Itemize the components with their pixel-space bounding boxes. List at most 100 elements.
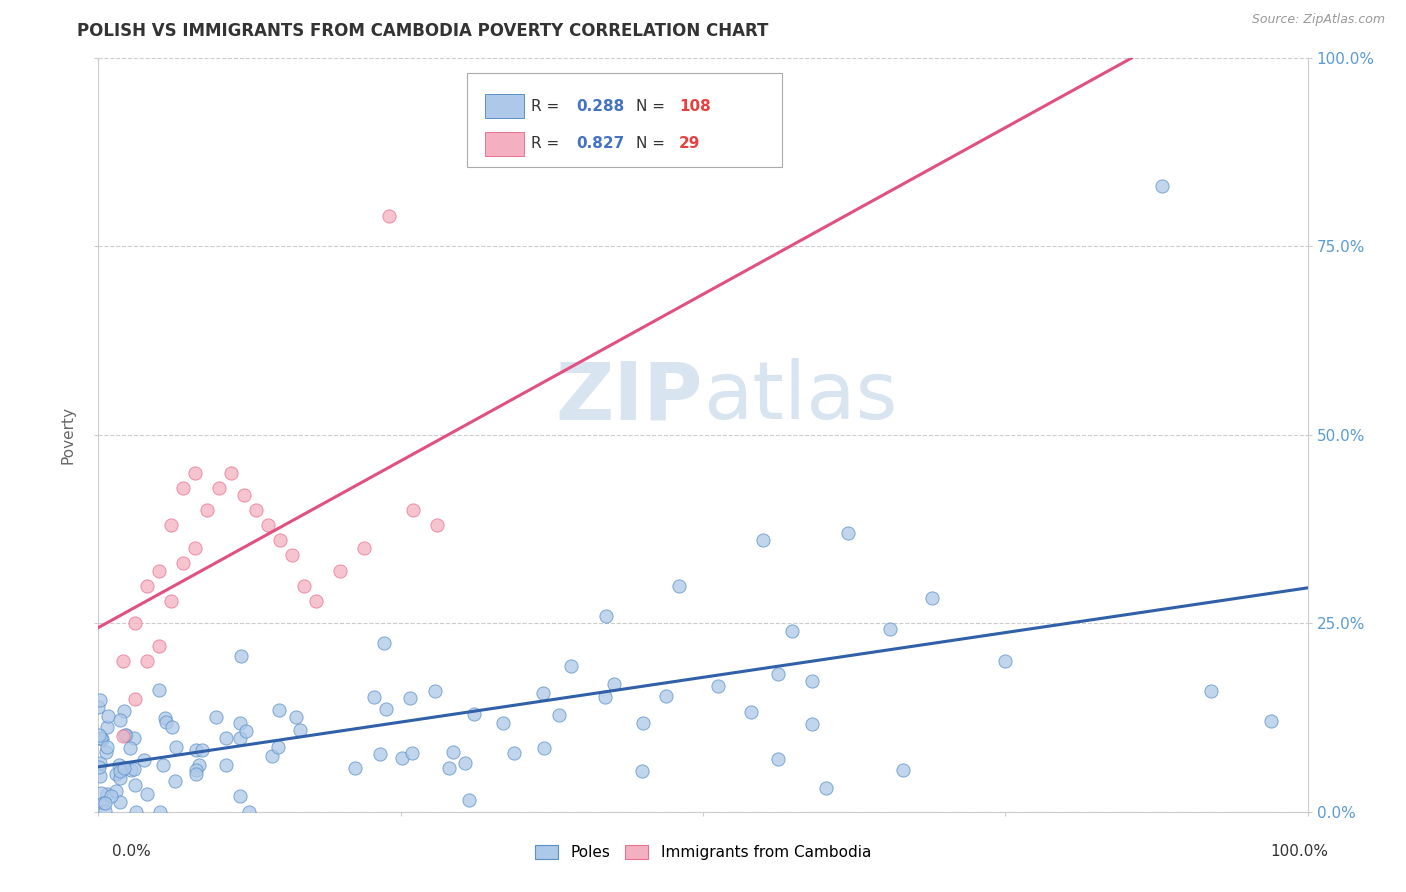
Point xyxy=(152,758,174,772)
Text: 0.0%: 0.0% xyxy=(112,845,152,859)
Point xyxy=(165,739,187,754)
Point xyxy=(195,503,218,517)
Text: R =: R = xyxy=(531,99,564,113)
Point xyxy=(112,704,135,718)
Text: POLISH VS IMMIGRANTS FROM CAMBODIA POVERTY CORRELATION CHART: POLISH VS IMMIGRANTS FROM CAMBODIA POVER… xyxy=(77,22,769,40)
Point xyxy=(125,805,148,819)
Point xyxy=(707,679,730,693)
Point xyxy=(531,686,554,700)
Point xyxy=(87,728,110,742)
Point xyxy=(375,702,398,716)
Point xyxy=(115,728,138,742)
Point xyxy=(668,578,690,592)
Text: 0.827: 0.827 xyxy=(576,136,624,152)
Point xyxy=(329,564,352,578)
Point xyxy=(96,720,118,734)
Point xyxy=(441,745,464,759)
Point xyxy=(122,762,145,776)
Point xyxy=(191,743,214,757)
Point xyxy=(108,771,131,785)
FancyBboxPatch shape xyxy=(467,73,782,168)
Point xyxy=(89,692,111,706)
Point xyxy=(269,533,291,548)
Point xyxy=(148,564,170,578)
Point xyxy=(752,533,775,548)
Point xyxy=(172,481,194,495)
Text: N =: N = xyxy=(637,99,671,113)
Point xyxy=(91,732,114,747)
Point xyxy=(108,713,131,727)
Point xyxy=(231,648,253,663)
Point xyxy=(801,716,824,731)
Point xyxy=(229,731,252,745)
Text: R =: R = xyxy=(531,136,564,152)
Point xyxy=(135,578,157,592)
FancyBboxPatch shape xyxy=(485,132,524,156)
Point xyxy=(994,654,1017,668)
Point xyxy=(96,745,118,759)
Point xyxy=(87,700,110,714)
Point xyxy=(188,757,211,772)
Point xyxy=(94,796,117,810)
Y-axis label: Poverty: Poverty xyxy=(60,406,76,464)
Point xyxy=(148,683,170,698)
FancyBboxPatch shape xyxy=(485,95,524,119)
Point xyxy=(305,593,328,607)
Point xyxy=(111,730,134,744)
Point xyxy=(891,763,914,777)
Point xyxy=(118,741,141,756)
Point xyxy=(172,556,194,570)
Point xyxy=(184,541,207,555)
Point xyxy=(132,754,155,768)
Point xyxy=(533,740,555,755)
Point xyxy=(766,752,789,766)
Point xyxy=(214,731,236,745)
Point xyxy=(238,805,260,819)
Point xyxy=(548,708,571,723)
Point xyxy=(631,764,654,778)
Point xyxy=(879,622,901,636)
Point xyxy=(124,691,146,706)
Point xyxy=(104,767,127,781)
Point xyxy=(768,667,790,681)
Point xyxy=(124,616,146,631)
Point xyxy=(391,751,413,765)
Point xyxy=(815,781,838,796)
Point xyxy=(267,740,290,755)
Point xyxy=(122,731,145,745)
Point xyxy=(221,466,243,480)
Point xyxy=(135,654,157,668)
Point xyxy=(114,762,136,776)
Text: atlas: atlas xyxy=(703,359,897,436)
Point xyxy=(165,773,187,788)
Point xyxy=(368,747,391,761)
Point xyxy=(1199,684,1222,698)
Point xyxy=(281,549,304,563)
Point xyxy=(402,503,425,517)
Point xyxy=(491,716,513,731)
Point xyxy=(136,787,159,801)
Point xyxy=(631,715,654,730)
Text: N =: N = xyxy=(637,136,671,152)
Point xyxy=(837,525,859,540)
Point xyxy=(232,488,254,502)
Text: 0.288: 0.288 xyxy=(576,99,624,113)
Point xyxy=(800,673,823,688)
Point xyxy=(96,787,118,801)
Text: 100.0%: 100.0% xyxy=(1271,845,1329,859)
Point xyxy=(229,716,252,731)
Point xyxy=(89,769,111,783)
Point xyxy=(184,743,207,757)
Point xyxy=(780,624,803,638)
Point xyxy=(208,481,231,495)
Text: Source: ZipAtlas.com: Source: ZipAtlas.com xyxy=(1251,13,1385,27)
Point xyxy=(256,518,278,533)
Point xyxy=(90,731,112,745)
Point xyxy=(353,541,375,555)
Point xyxy=(155,715,177,730)
Point xyxy=(285,710,308,724)
Point xyxy=(114,728,136,742)
Point xyxy=(595,608,617,623)
Point xyxy=(235,724,257,739)
Point xyxy=(373,636,395,650)
